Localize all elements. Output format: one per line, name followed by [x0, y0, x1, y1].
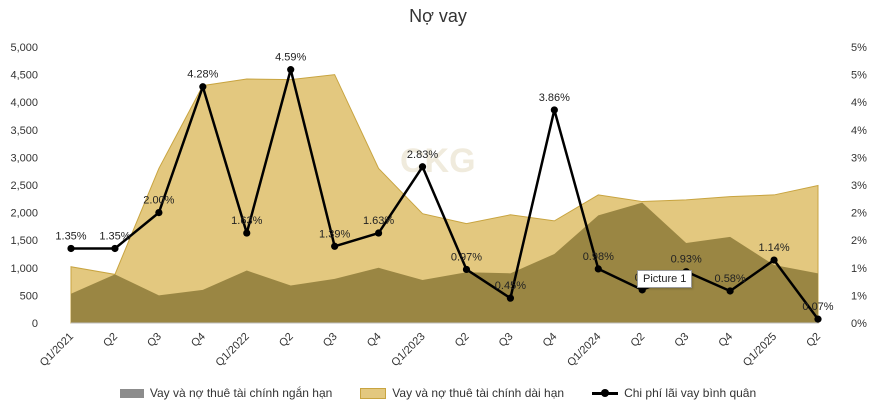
series-point-interest [243, 229, 251, 237]
y-left-tick-label: 5,000 [10, 42, 38, 54]
y-left-tick-label: 3,000 [10, 152, 38, 164]
x-tick-label: Q3 [145, 331, 164, 350]
data-label: 1.35% [55, 230, 86, 242]
x-tick-label: Q1/2023 [389, 331, 427, 369]
series-point-interest [550, 106, 558, 114]
y-left-tick-label: 1,000 [10, 263, 38, 275]
data-label: 1.39% [319, 228, 350, 240]
legend-swatch-short-term [119, 388, 144, 398]
data-label: 2.00% [143, 195, 174, 207]
y-left-tick-label: 2,500 [10, 180, 38, 192]
x-tick-label: Q4 [189, 331, 208, 350]
series-point-interest [770, 256, 778, 264]
data-label: 1.35% [99, 230, 130, 242]
legend-item-long-term[interactable]: Vay và nợ thuê tài chính dài hạn [360, 386, 564, 400]
y-right-tick-label: 4% [851, 97, 867, 109]
legend-label-interest: Chi phí lãi vay bình quân [624, 386, 757, 400]
x-tick-label: Q1/2025 [741, 331, 779, 369]
legend-swatch-long-term [360, 387, 387, 399]
y-right-tick-label: 3% [851, 152, 867, 164]
chart-title: Nợ vay [409, 6, 467, 26]
x-tick-label: Q3 [497, 331, 516, 350]
data-label: 0.93% [671, 254, 702, 266]
y-left-tick-label: 2,000 [10, 208, 38, 220]
x-tick-label: Q4 [541, 331, 560, 350]
x-tick-label: Q2 [804, 331, 823, 350]
legend-label-long-term: Vay và nợ thuê tài chính dài hạn [392, 386, 565, 400]
y-right-tick-label: 2% [851, 235, 867, 247]
series-point-interest [638, 286, 646, 294]
legend-item-short-term[interactable]: Vay và nợ thuê tài chính ngắn hạn [119, 386, 333, 400]
y-right-tick-label: 0% [851, 318, 867, 330]
series-point-interest [374, 229, 383, 237]
x-tick-label: Q2 [453, 331, 472, 350]
y-right-tick-label: 5% [851, 42, 867, 54]
series-point-interest [287, 66, 295, 74]
data-label: 0.58% [715, 273, 746, 285]
y-left-tick-label: 4,000 [10, 97, 38, 109]
y-left-tick-label: 500 [20, 290, 38, 302]
tooltip: Picture 1 [637, 270, 693, 288]
data-label: 0.97% [451, 251, 482, 263]
data-label: 1.14% [758, 242, 789, 254]
series-point-interest [462, 265, 471, 274]
y-left-tick-label: 4,500 [10, 70, 38, 82]
x-tick-label: Q4 [716, 331, 735, 350]
data-label: 0.07% [802, 301, 833, 313]
y-right-tick-label: 1% [851, 263, 867, 275]
x-tick-label: Q3 [321, 331, 340, 350]
legend: Vay và nợ thuê tài chính ngắn hạn Vay và… [0, 386, 876, 400]
data-label: 3.86% [539, 92, 570, 104]
series-point-interest [726, 287, 734, 295]
series-point-interest [155, 209, 163, 217]
y-right-tick-label: 1% [851, 290, 867, 302]
y-left-tick-label: 0 [32, 318, 38, 330]
series-point-interest [594, 265, 602, 273]
x-tick-label: Q3 [672, 331, 691, 350]
series-point-interest [199, 83, 207, 91]
series-point-interest [111, 244, 119, 253]
x-tick-label: Q2 [277, 331, 296, 350]
watermark: CKG [400, 142, 476, 180]
data-label: 4.59% [275, 52, 306, 64]
series-line-interest [71, 68, 820, 320]
legend-item-interest[interactable]: Chi phí lãi vay bình quân [592, 386, 756, 400]
y-left-tick-label: 3,500 [10, 125, 38, 137]
x-tick-label: Q4 [365, 331, 384, 350]
y-right-tick-label: 2% [851, 208, 867, 220]
y-right-tick-label: 4% [851, 125, 867, 137]
data-label: 4.28% [187, 69, 218, 81]
x-tick-label: Q2 [101, 331, 120, 350]
data-label: 0.98% [583, 251, 614, 263]
series-point-interest [506, 294, 515, 302]
y-left-tick-label: 1,500 [10, 235, 38, 247]
data-label: 1.63% [231, 215, 262, 227]
series-area-short-term [71, 202, 818, 323]
legend-swatch-interest [592, 388, 619, 398]
series-point-interest [418, 163, 427, 171]
x-tick-label: Q2 [628, 331, 647, 350]
data-label: 0.45% [495, 280, 526, 292]
data-label: 1.63% [363, 215, 394, 227]
legend-label-short-term: Vay và nợ thuê tài chính ngắn hạn [149, 386, 333, 400]
series-point-interest [331, 242, 339, 250]
series-point-interest [67, 244, 75, 253]
series-point-interest [814, 315, 822, 323]
y-right-tick-label: 3% [851, 180, 867, 192]
x-tick-label: Q1/2024 [565, 331, 603, 369]
y-right-tick-label: 5% [851, 70, 867, 82]
x-tick-label: Q1/2022 [214, 331, 252, 369]
x-tick-label: Q1/2021 [38, 331, 76, 369]
data-label: 2.83% [407, 149, 438, 161]
